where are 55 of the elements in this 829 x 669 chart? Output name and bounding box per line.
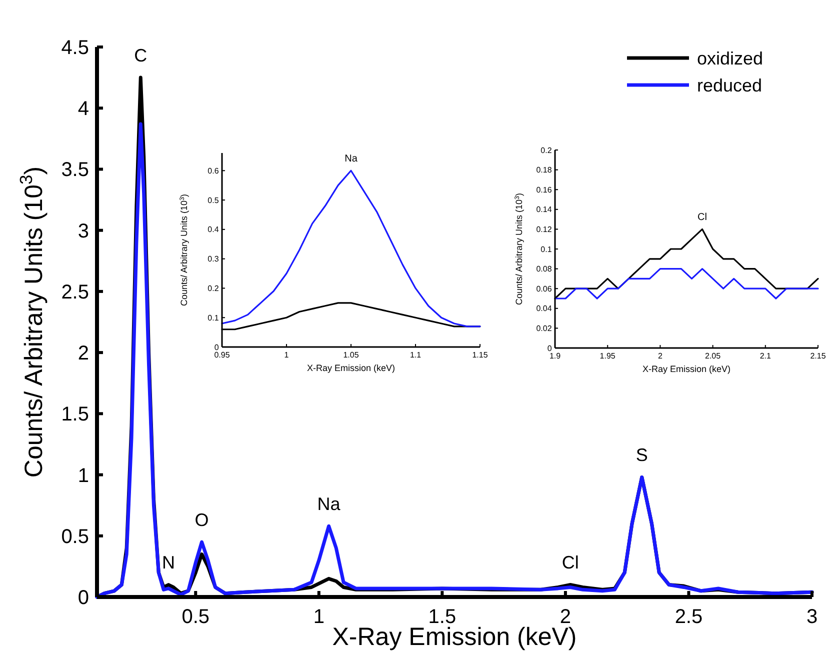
x-tick-label: 2.5 xyxy=(674,606,703,628)
x-tick-label: 1 xyxy=(284,350,290,360)
x-tick-label: 1 xyxy=(313,606,324,628)
annotation: O xyxy=(194,510,209,530)
y-tick-label: 0.08 xyxy=(536,264,552,274)
x-tick-label: 2.1 xyxy=(760,351,772,360)
y-tick-label: 0.18 xyxy=(536,166,552,175)
annotation: C xyxy=(134,45,148,66)
x-axis-title: X-Ray Emission (keV) xyxy=(642,364,731,374)
annotation: Cl xyxy=(562,552,579,573)
x-tick-label: 1.15 xyxy=(472,350,488,360)
y-tick-label: 0.1 xyxy=(540,244,552,254)
x-tick-label: 3 xyxy=(806,606,818,628)
y-tick-label: 0 xyxy=(214,342,220,352)
legend-label: oxidized xyxy=(697,48,764,68)
y-tick-label: 0.14 xyxy=(536,205,552,214)
y-tick-label: 0.2 xyxy=(208,284,220,294)
y-tick-label: 0.04 xyxy=(536,304,552,314)
y-tick-label: 0.5 xyxy=(61,526,89,548)
line-series xyxy=(221,170,481,328)
y-tick-label: 2.5 xyxy=(61,281,89,304)
x-tick-label: 1.1 xyxy=(410,350,422,360)
x-tick-label: 2 xyxy=(658,351,663,360)
y-tick-label: 0.02 xyxy=(536,324,552,333)
annotation: S xyxy=(636,445,648,466)
annotation: Cl xyxy=(698,212,708,224)
y-tick-label: 0.2 xyxy=(540,146,552,155)
y-tick-label: 0.3 xyxy=(208,254,220,264)
x-tick-label: 1.05 xyxy=(343,350,360,360)
y-tick-label: 1 xyxy=(78,464,89,487)
legend-label: reduced xyxy=(697,75,762,96)
y-tick-label: 4 xyxy=(78,98,89,120)
y-tick-label: 0.12 xyxy=(536,225,552,234)
y-tick-label: 0.1 xyxy=(208,313,220,322)
y-tick-label: 0.16 xyxy=(536,185,552,194)
x-tick-label: 1.9 xyxy=(549,351,562,360)
annotation: Na xyxy=(344,154,358,165)
y-tick-label: 0.5 xyxy=(208,196,220,205)
y-tick-label: 0.4 xyxy=(208,225,220,234)
x-tick-label: 2.05 xyxy=(705,351,722,360)
y-tick-label: 0 xyxy=(78,587,89,609)
y-tick-label: 3.5 xyxy=(61,159,89,182)
annotation: N xyxy=(162,552,175,573)
y-tick-label: 4.5 xyxy=(61,37,89,59)
line-series xyxy=(554,268,819,300)
annotation: Na xyxy=(317,494,342,514)
y-tick-label: 1.5 xyxy=(61,404,89,426)
y-tick-label: 0.6 xyxy=(208,166,220,176)
y-tick-label: 0 xyxy=(547,344,552,353)
y-tick-label: 0.06 xyxy=(536,284,552,294)
x-tick-label: 2.15 xyxy=(810,351,826,360)
x-tick-label: 0.95 xyxy=(214,350,230,360)
x-axis-title: X-Ray Emission (keV) xyxy=(306,363,396,373)
y-tick-label: 3 xyxy=(78,220,89,242)
x-tick-label: 1.95 xyxy=(600,351,616,360)
